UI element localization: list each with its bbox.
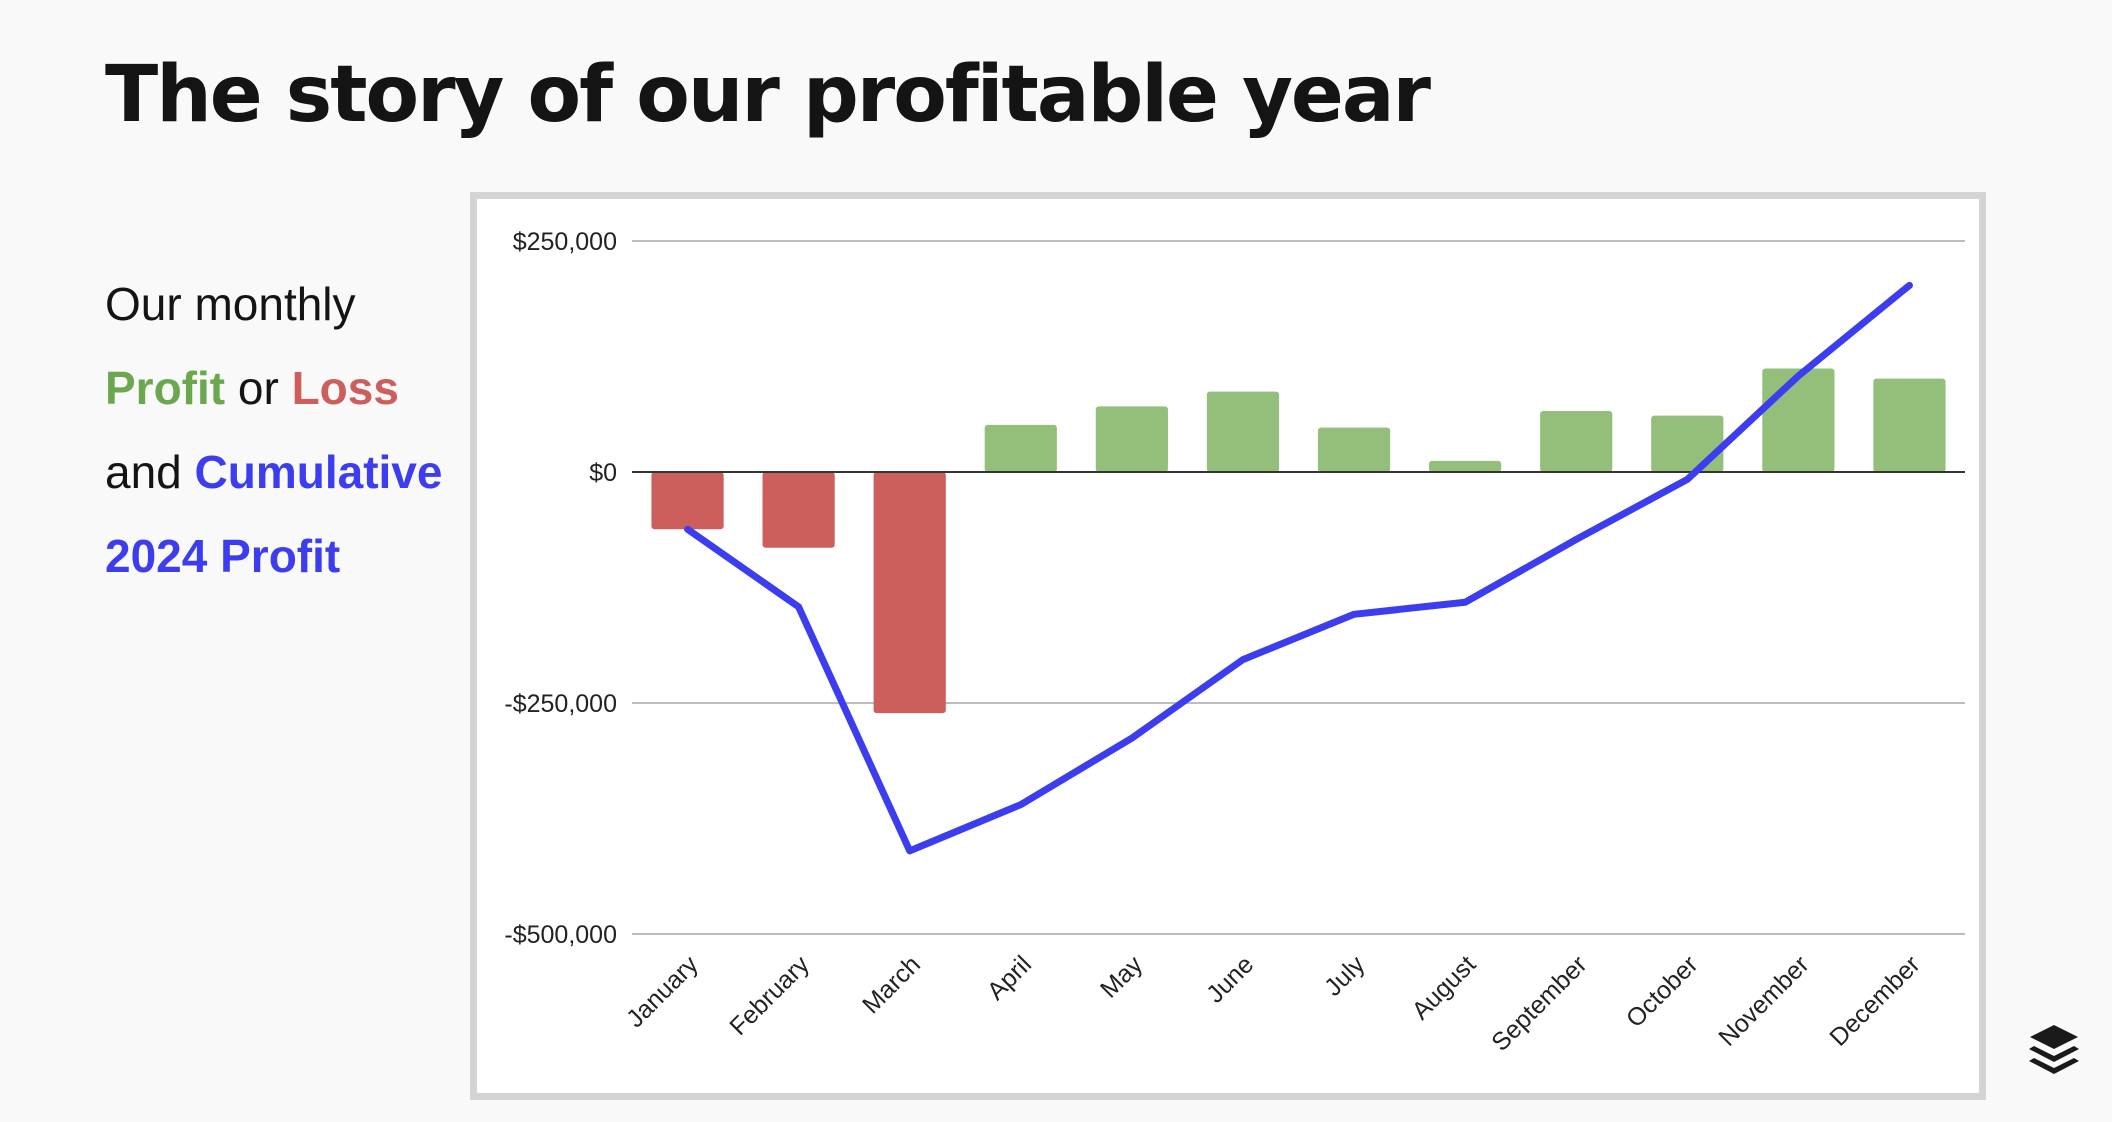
cumulative-point-june — [1242, 659, 1244, 661]
cumulative-point-august — [1464, 601, 1466, 603]
bar-october — [1651, 415, 1724, 472]
cumulative-point-december — [1908, 284, 1910, 286]
cumulative-point-may — [1131, 737, 1133, 739]
cumulative-point-april — [1020, 804, 1022, 806]
legend-and: and — [105, 446, 195, 498]
legend-profit: Profit — [105, 362, 226, 414]
legend-text: Our monthly Profit or Loss and Cumulativ… — [105, 262, 465, 598]
cumulative-point-february — [798, 606, 800, 608]
cumulative-point-october — [1686, 478, 1688, 480]
x-tick-label: February — [724, 950, 815, 1041]
bar-june — [1206, 391, 1280, 472]
chart-gridlines — [632, 240, 1965, 935]
legend-cumulative: Cumulative — [194, 446, 443, 498]
cumulative-point-november — [1797, 375, 1799, 377]
bar-september — [1540, 411, 1613, 472]
bar-july — [1317, 427, 1391, 472]
bar-december — [1873, 378, 1946, 472]
legend-or: or — [225, 362, 292, 414]
profit-chart: $250,000 $0 -$250,000 -$500,000 January Febr… — [504, 228, 1965, 1057]
x-tick-label: May — [1095, 950, 1149, 1004]
bar-april — [984, 424, 1057, 472]
x-tick-label: July — [1319, 950, 1371, 1002]
x-tick-label: August — [1407, 950, 1482, 1025]
legend-year-profit: 2024 Profit — [105, 530, 341, 582]
bar-march — [873, 472, 946, 714]
x-tick-label: March — [857, 950, 926, 1019]
legend-line-3: and Cumulative — [105, 430, 465, 514]
y-tick-label: -$500,000 — [504, 921, 617, 949]
legend-line-1: Our monthly — [105, 278, 356, 330]
chart-y-ticks: $250,000 $0 -$250,000 -$500,000 — [504, 228, 617, 949]
y-tick-label: $250,000 — [513, 228, 617, 256]
chart-frame: $250,000 $0 -$250,000 -$500,000 January Febr… — [470, 192, 1986, 1100]
bar-november — [1762, 368, 1835, 472]
bar-january — [651, 472, 724, 530]
cumulative-line — [684, 281, 1913, 855]
x-tick-label: October — [1621, 950, 1704, 1033]
chart-bars — [651, 368, 1946, 714]
cumulative-point-march — [909, 850, 911, 852]
bar-february — [762, 472, 835, 548]
y-tick-label: $0 — [589, 459, 617, 487]
cumulative-point-september — [1575, 538, 1577, 540]
x-tick-label: January — [621, 950, 704, 1033]
y-tick-label: -$250,000 — [504, 690, 617, 718]
bar-may — [1095, 406, 1168, 472]
x-tick-label: November — [1713, 950, 1814, 1051]
bar-august — [1429, 460, 1502, 472]
x-tick-label: June — [1201, 950, 1259, 1008]
layers-icon — [2024, 1020, 2084, 1085]
legend-loss: Loss — [291, 362, 399, 414]
x-tick-label: September — [1486, 950, 1592, 1056]
chart-x-ticks: January February March April May June July Augu… — [621, 950, 1926, 1057]
chart-cumulative-line — [684, 281, 1913, 855]
legend-line-4: 2024 Profit — [105, 514, 465, 598]
cumulative-point-january — [687, 528, 689, 530]
cumulative-point-july — [1353, 613, 1355, 615]
page-title: The story of our profitable year — [105, 50, 1431, 140]
x-tick-label: April — [982, 950, 1037, 1005]
x-tick-label: December — [1824, 950, 1925, 1051]
legend-line-2: Profit or Loss — [105, 346, 465, 430]
